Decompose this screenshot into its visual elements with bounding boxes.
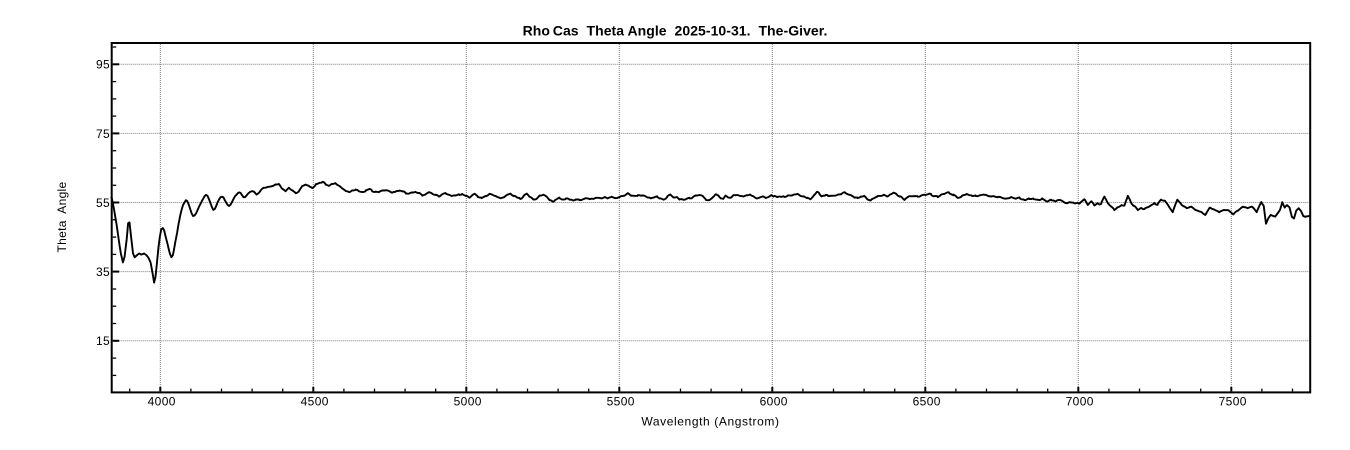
svg-text:7000: 7000 (1066, 395, 1094, 409)
svg-text:35: 35 (96, 265, 110, 279)
svg-text:6000: 6000 (760, 395, 788, 409)
svg-text:5500: 5500 (607, 395, 635, 409)
svg-text:55: 55 (96, 196, 110, 210)
svg-text:4500: 4500 (301, 395, 329, 409)
svg-text:6500: 6500 (913, 395, 941, 409)
svg-text:4000: 4000 (148, 395, 176, 409)
svg-text:15: 15 (96, 334, 110, 348)
svg-text:Wavelength (Angstrom): Wavelength (Angstrom) (641, 415, 779, 429)
svg-text:75: 75 (96, 127, 110, 141)
svg-text:7500: 7500 (1219, 395, 1247, 409)
svg-text:5000: 5000 (454, 395, 482, 409)
svg-text:95: 95 (96, 58, 110, 72)
svg-text:Theta Angle: Theta Angle (55, 181, 69, 252)
svg-text:Rho Cas Theta Angle 2025-10-: Rho Cas Theta Angle 2025-10-31. The-Give… (523, 23, 828, 39)
